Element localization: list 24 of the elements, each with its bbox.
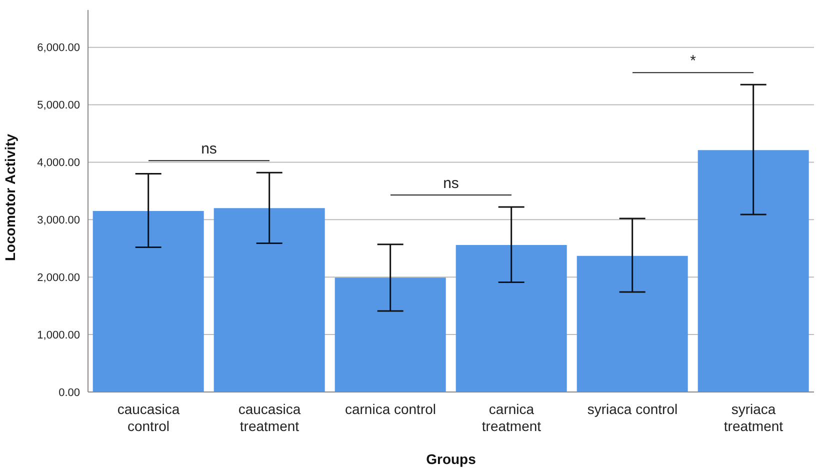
bar: [214, 208, 325, 392]
bar: [456, 244, 567, 392]
y-tick-label: 2,000.00: [37, 272, 80, 284]
annotation: *: [690, 52, 696, 70]
y-tick-label: 6,000.00: [37, 42, 80, 54]
x-tick-label: syriaca treatment: [724, 401, 784, 434]
bar: [92, 211, 204, 392]
y-tick-label: 1,000.00: [37, 329, 80, 342]
x-tick-label: caucasica control: [117, 401, 180, 434]
x-tick-label: caucasica treatment: [238, 401, 301, 434]
bar: [334, 278, 446, 392]
x-tick-label: carnica control: [344, 401, 436, 417]
x-axis-title: Groups: [426, 451, 476, 467]
y-tick-label: 3,000.00: [37, 214, 80, 227]
y-tick-label: 5,000.00: [37, 100, 80, 112]
annotation: ns: [443, 175, 459, 192]
y-tick-label: 4,000.00: [37, 157, 80, 170]
x-tick-label: carnica treatment: [482, 401, 542, 434]
y-tick-label: 0.00: [58, 386, 80, 399]
bar: [698, 150, 809, 392]
annotation: ns: [201, 140, 217, 158]
x-tick-label: syriaca control: [587, 401, 678, 417]
bar: [576, 256, 688, 392]
y-axis-title: Locomotor Activity: [2, 134, 18, 261]
